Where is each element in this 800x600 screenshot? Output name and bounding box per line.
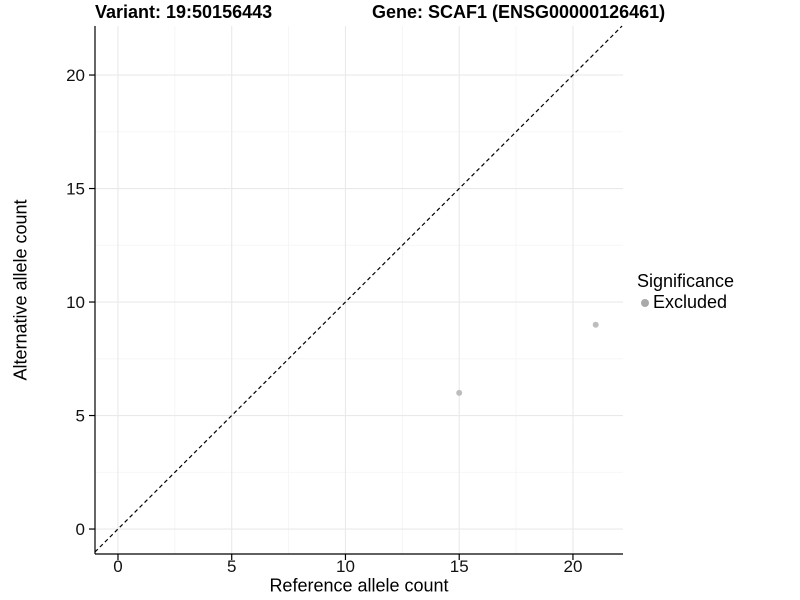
x-tick-label: 15: [450, 557, 469, 576]
data-point: [592, 321, 599, 328]
variant-title: Variant: 19:50156443: [95, 2, 273, 22]
legend-item-label: Excluded: [653, 292, 728, 312]
x-tick-label: 10: [336, 557, 355, 576]
y-tick-label: 15: [66, 180, 85, 199]
x-tick-label: 20: [563, 557, 582, 576]
y-axis-title: Alternative allele count: [10, 199, 31, 381]
identity-reference-line: [94, 25, 623, 553]
y-tick-label: 5: [76, 407, 85, 426]
y-tick-label: 20: [66, 66, 85, 85]
x-tick-label: 5: [227, 557, 236, 576]
x-tick-label: 0: [113, 557, 122, 576]
x-axis-title: Reference allele count: [269, 575, 449, 596]
legend: Significance Excluded: [637, 271, 734, 313]
y-tick-label: 10: [66, 293, 85, 312]
excluded-point-icon: [641, 298, 649, 307]
legend-title: Significance: [637, 271, 735, 291]
gene-title: Gene: SCAF1 (ENSG00000126461): [372, 2, 666, 22]
data-point: [456, 389, 463, 396]
legend-item-excluded: Excluded: [637, 292, 734, 313]
y-tick-label: 0: [76, 520, 85, 539]
